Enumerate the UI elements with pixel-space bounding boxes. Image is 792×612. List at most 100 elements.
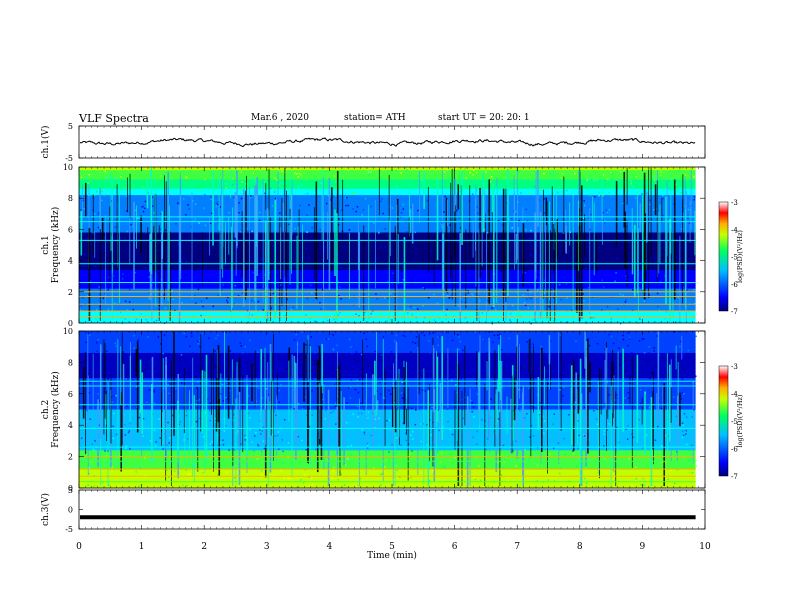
ch1-spec-freq-band [79, 191, 696, 196]
ch1-spec-noise [198, 270, 201, 273]
ch1-spec-noise [615, 272, 617, 274]
ch2-spec-noise [206, 398, 209, 400]
ch2-spec-noise [132, 379, 134, 381]
ch1-spec-noise [204, 224, 207, 227]
ch1-spec-noise [520, 277, 522, 280]
ch1-spec-noise [603, 282, 606, 284]
ch2-spec-noise [125, 423, 127, 425]
ch2-spec-noise [459, 369, 462, 371]
ch2-spec-noise [107, 365, 109, 367]
ch2-spec-noise [356, 359, 358, 362]
ch2-spec-noise [345, 418, 348, 421]
ch2-spec-noise [346, 457, 349, 460]
ch2-spec-noise [257, 445, 260, 448]
ch1-spec-noise [581, 317, 583, 319]
ch2-spec-ytick-label: 0 [68, 484, 73, 493]
ch1-spec-noise [334, 195, 337, 197]
ch1-spec-noise [306, 214, 308, 216]
ch2-spec-noise [499, 453, 502, 456]
ch2-spec-noise [563, 437, 565, 440]
ch1-spec-noise [273, 191, 276, 193]
ch1-spec-noise [226, 301, 229, 304]
ch2-spec-noise [459, 353, 461, 356]
ch2-spec-noise [588, 344, 591, 347]
ch1-spec-freq-band [79, 254, 696, 258]
ch1-spec-noise [258, 271, 261, 273]
ch2-spec-freq-band [79, 337, 696, 341]
ch1-spec-noise [329, 199, 332, 202]
ch2-spec-noise [211, 472, 213, 475]
ch2-spec-noise [640, 484, 642, 486]
ch2-spec-noise [311, 414, 313, 416]
ch1-spec-noise [600, 243, 602, 245]
ch2-spec-noise [643, 356, 646, 359]
ch1-spec-noise [661, 241, 663, 243]
ch2-spec-noise [155, 476, 157, 479]
ch2-spec-noise [412, 341, 414, 343]
ch1-spec-noise [567, 284, 569, 286]
ch1-spec-noise [339, 311, 341, 314]
ch2-spec-noise [448, 377, 451, 380]
ch1-spec-noise [309, 284, 312, 287]
ch2-spec-noise [87, 484, 89, 486]
ch1-spec-noise [101, 259, 103, 262]
ch1-spec-noise [625, 277, 628, 280]
ch1-spec-noise [370, 276, 373, 279]
ch1-spec-freq-band [79, 223, 696, 227]
ch2-spec-noise [91, 361, 94, 363]
ch2-spec-noise [102, 397, 105, 399]
ch2-spec-noise [445, 358, 448, 361]
ch1-spec-noise [237, 209, 240, 211]
ch2-spec-noise [396, 437, 398, 439]
ch1-spec-noise [381, 198, 383, 200]
ch2-spec-noise [167, 384, 169, 387]
ch2-spec-noise [367, 411, 370, 414]
ch2-spec-noise [91, 443, 94, 446]
ch1-spec-noise [511, 277, 513, 280]
ch2-spec-noise [428, 340, 430, 342]
ch1-spec-noise [504, 254, 506, 256]
ch1-spec-noise [598, 247, 601, 249]
ch1-spec-freq-band [79, 170, 696, 174]
ch1-spec-noise [480, 272, 482, 274]
ch1-spec-noise [194, 180, 196, 182]
ch2-spec-freq-band [79, 378, 696, 382]
ch1-spec-noise [187, 204, 189, 206]
ch1-spec-noise [548, 184, 551, 187]
ch2-spec-noise [127, 352, 130, 354]
ch1-waveform [79, 137, 696, 148]
ch1-spec-noise [316, 299, 319, 302]
ch1-spec-noise [276, 293, 278, 295]
ch2-spec-noise [323, 408, 326, 411]
ch1-spec-noise [660, 253, 662, 256]
ch1-spec-noise [337, 314, 339, 316]
ch1-spec-noise [193, 315, 195, 317]
ch2-spec-noise [137, 370, 140, 373]
ch1-spec-noise [654, 299, 657, 302]
ch2-spec-noise [244, 434, 246, 437]
ch1-spec-noise [541, 300, 543, 302]
ch1-spec-noise [181, 260, 183, 263]
ch2-spec-noise [428, 333, 431, 335]
ch1-spec-noise [527, 289, 529, 292]
ch2-spec-noise [148, 389, 151, 391]
ch1-spec-noise [84, 253, 86, 256]
ch1-spec-noise [548, 263, 550, 266]
ch1-spec-noise [304, 194, 306, 196]
ch1-spec-noise [147, 192, 149, 194]
ch2-spec-noise [536, 480, 539, 482]
ch1-spec-noise [177, 315, 179, 317]
ch1-spec-noise [392, 246, 395, 249]
ch2-spec-noise [298, 415, 300, 418]
ch1-spec-noise [617, 308, 619, 310]
ch1-spec-noise [610, 293, 613, 296]
ch2-spec-noise [255, 432, 257, 434]
ch1-spec-noise [321, 258, 324, 261]
ch1-spec-noise [340, 298, 342, 300]
ch2-spec-noise [207, 369, 209, 372]
ch1-spec-noise [500, 183, 503, 186]
ch2-spec-noise [257, 444, 259, 446]
ch1-spec-noise [530, 179, 533, 182]
ch1-spec-noise [292, 306, 295, 309]
ch1-spec-noise [606, 306, 609, 308]
